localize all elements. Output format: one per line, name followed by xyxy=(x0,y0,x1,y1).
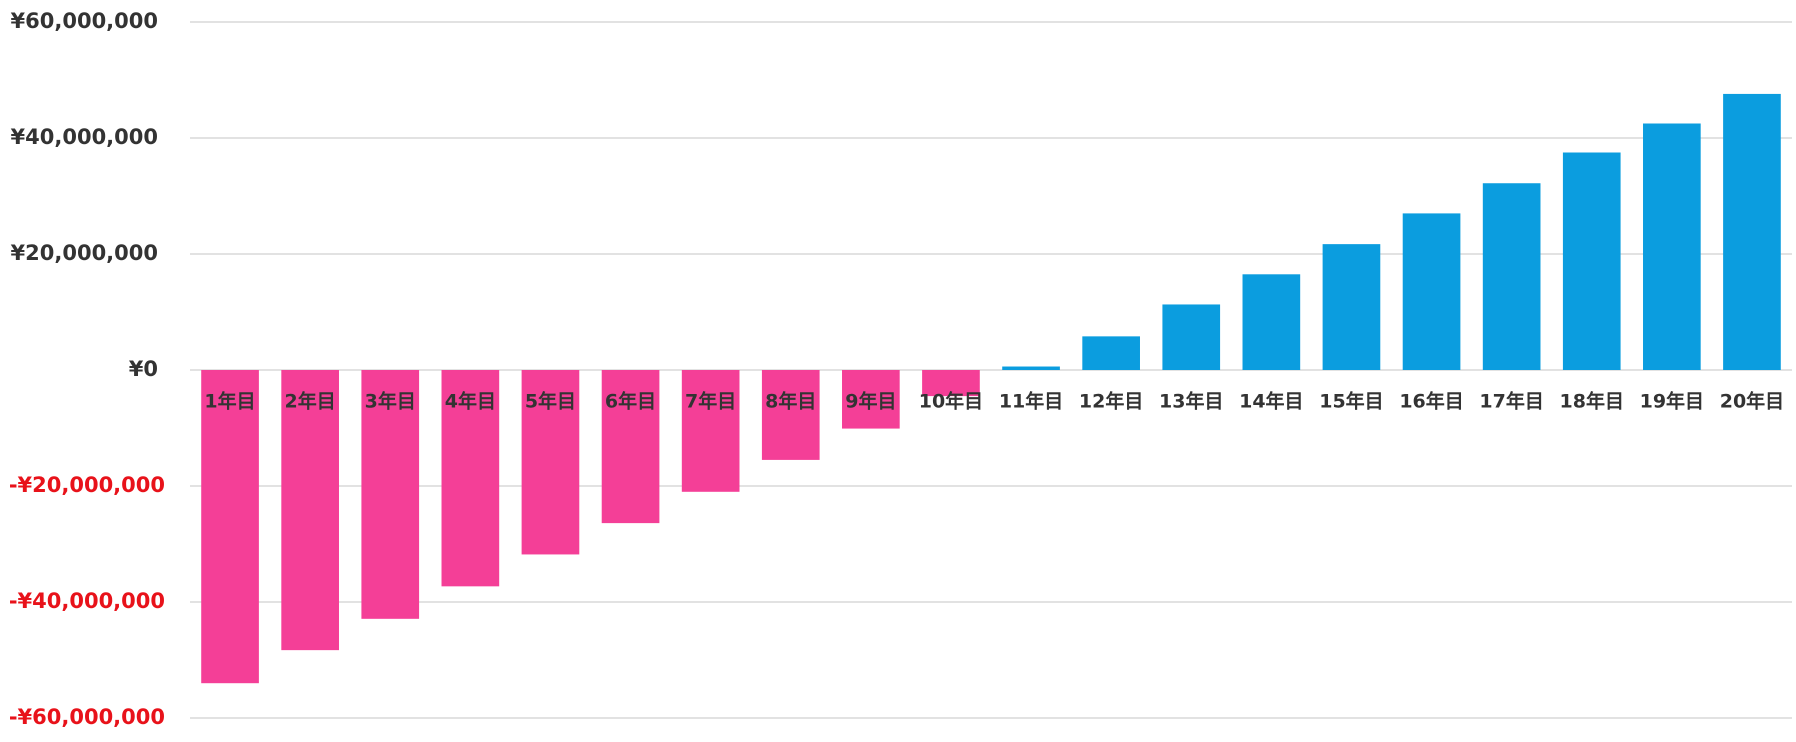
x-tick-label: 1年目 xyxy=(204,390,255,413)
bar xyxy=(601,370,660,524)
x-tick-label: 19年目 xyxy=(1640,390,1704,413)
bar xyxy=(1002,366,1060,370)
x-tick-label: 4年目 xyxy=(445,390,496,413)
bar xyxy=(922,370,980,397)
y-tick-label: -¥60,000,000 xyxy=(9,705,165,729)
x-tick-label: 2年目 xyxy=(285,390,336,413)
bar xyxy=(521,370,580,555)
bar xyxy=(842,370,900,429)
x-tick-label: 11年目 xyxy=(999,390,1063,413)
y-tick-label: -¥40,000,000 xyxy=(9,589,165,613)
bar xyxy=(761,370,820,460)
bar xyxy=(441,370,500,587)
x-tick-label: 13年目 xyxy=(1159,390,1223,413)
x-tick-label: 5年目 xyxy=(525,390,576,413)
y-tick-label: ¥40,000,000 xyxy=(11,125,158,149)
bar xyxy=(1482,183,1541,370)
x-tick-label: 14年目 xyxy=(1239,390,1303,413)
x-tick-label: 7年目 xyxy=(685,390,736,413)
bar xyxy=(201,370,259,684)
bar xyxy=(281,370,339,651)
bar xyxy=(1082,336,1140,370)
x-tick-label: 16年目 xyxy=(1399,390,1463,413)
x-tick-label: 18年目 xyxy=(1560,390,1624,413)
y-tick-label: -¥20,000,000 xyxy=(9,473,165,497)
bar xyxy=(1322,244,1381,370)
bar xyxy=(1162,304,1221,370)
x-tick-label: 17年目 xyxy=(1479,390,1543,413)
x-tick-label: 6年目 xyxy=(605,390,656,413)
x-tick-label: 12年目 xyxy=(1079,390,1143,413)
bar xyxy=(1562,152,1621,370)
bar xyxy=(681,370,740,492)
bar xyxy=(1723,93,1781,371)
x-tick-label: 10年目 xyxy=(919,390,983,413)
y-tick-label: ¥0 xyxy=(129,357,158,381)
bar xyxy=(1402,213,1461,370)
x-tick-label: 15年目 xyxy=(1319,390,1383,413)
x-tick-label: 3年目 xyxy=(365,390,416,413)
x-tick-label: 9年目 xyxy=(845,390,896,413)
bar xyxy=(1242,274,1301,370)
x-tick-label: 20年目 xyxy=(1720,390,1784,413)
bar xyxy=(1643,123,1701,370)
y-tick-label: ¥20,000,000 xyxy=(11,241,158,265)
x-tick-label: 8年目 xyxy=(765,390,816,413)
y-tick-label: ¥60,000,000 xyxy=(11,9,158,33)
bar xyxy=(361,370,420,619)
